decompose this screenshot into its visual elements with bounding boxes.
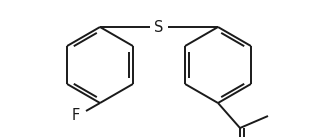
Text: F: F xyxy=(72,108,80,122)
Text: S: S xyxy=(154,19,164,35)
